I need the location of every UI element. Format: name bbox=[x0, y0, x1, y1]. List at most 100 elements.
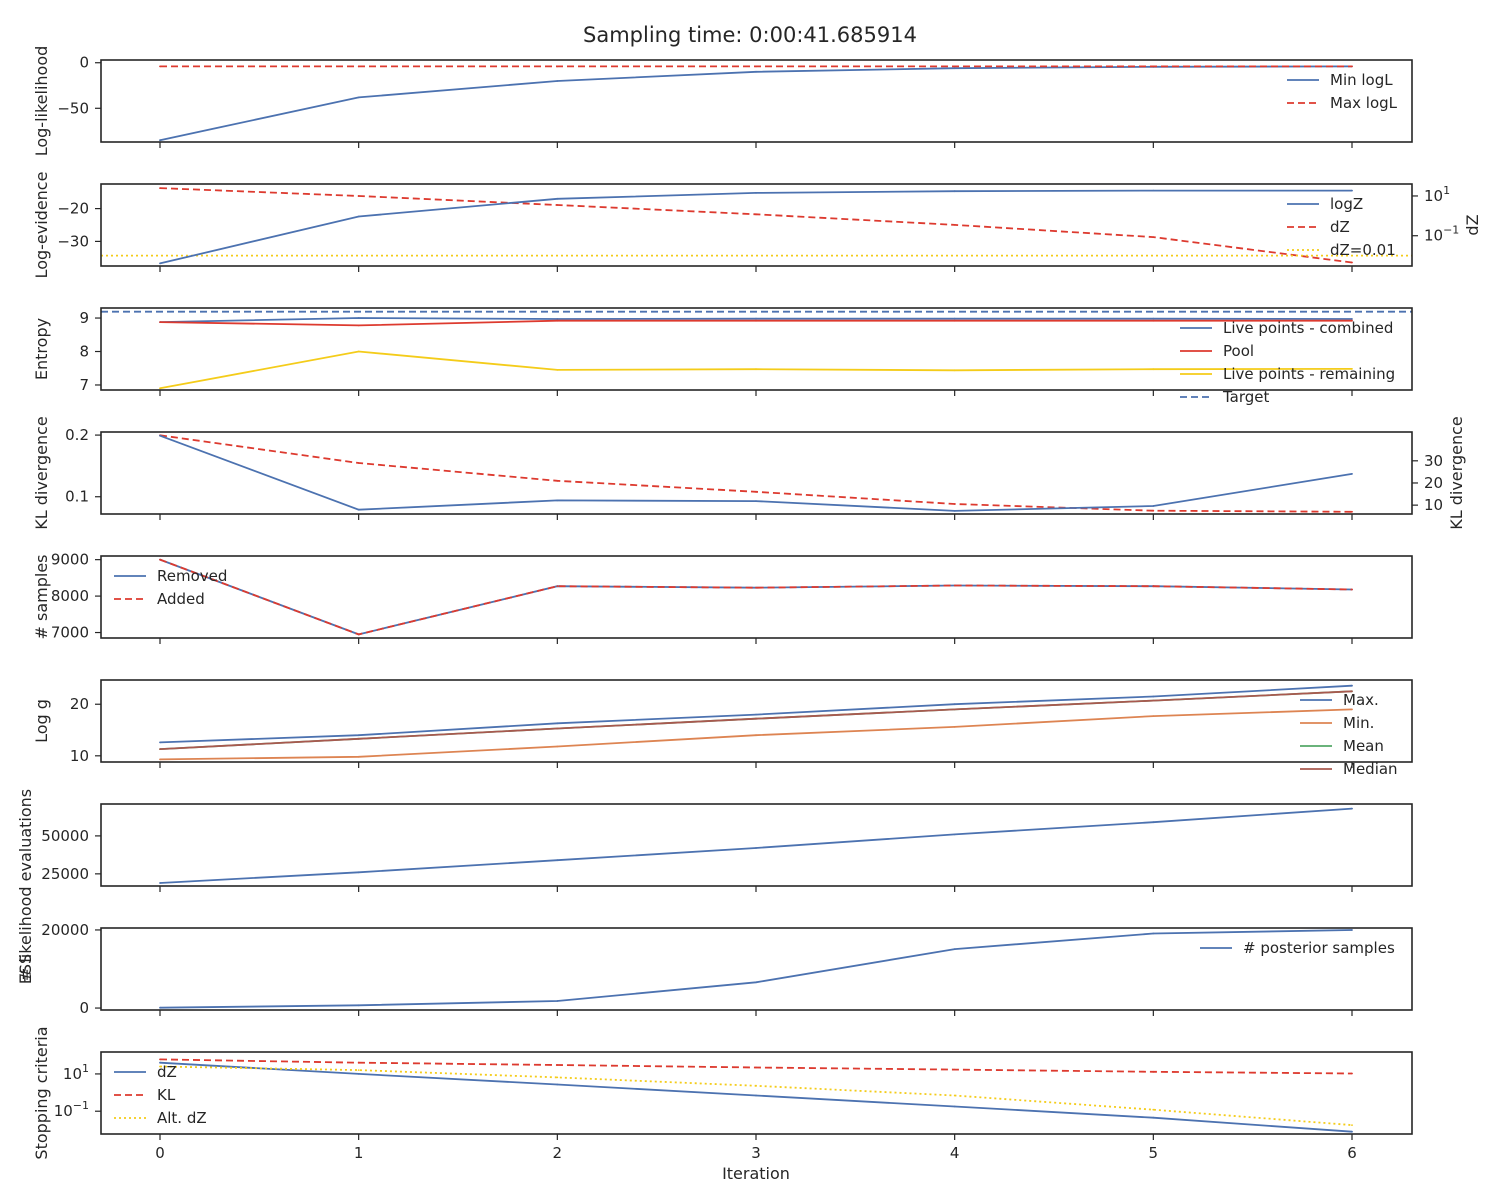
plot-area-7 bbox=[159, 929, 1353, 1009]
data-point-4-1-2 bbox=[556, 585, 559, 588]
plot-area-0 bbox=[159, 65, 1353, 142]
data-point-6-0-0 bbox=[159, 882, 161, 884]
y-axis-label-5: Log g bbox=[32, 699, 51, 743]
data-point-2-0-2 bbox=[556, 318, 559, 320]
data-point-5-0-0 bbox=[159, 741, 161, 744]
data-point-4-1-5 bbox=[1152, 585, 1155, 588]
data-point-3-r0-4 bbox=[953, 503, 956, 505]
y-tick-label-0-0: 0 bbox=[79, 54, 89, 72]
data-point-8-2-1 bbox=[357, 1069, 360, 1071]
panel-7: 20000 0 ESS # posterior samples bbox=[16, 921, 1413, 1017]
data-point-6-0-6 bbox=[1351, 807, 1353, 810]
plot-area-4 bbox=[159, 558, 1353, 636]
data-point-5-3-6 bbox=[1351, 690, 1353, 693]
data-point-3-0-4 bbox=[953, 510, 956, 512]
data-point-5-0-1 bbox=[357, 734, 360, 737]
data-point-7-0-5 bbox=[1152, 932, 1155, 935]
data-point-5-1-6 bbox=[1351, 708, 1353, 711]
data-point-5-3-4 bbox=[953, 708, 956, 711]
y-tick-label-2-1: 8 bbox=[79, 343, 89, 361]
plot-area-1 bbox=[101, 187, 1412, 265]
legend-label-1-1: dZ bbox=[1330, 218, 1350, 236]
data-point-3-0-0 bbox=[159, 434, 161, 437]
data-point-0-0-1 bbox=[357, 96, 360, 99]
data-point-4-1-3 bbox=[755, 586, 757, 589]
y-tick-label-7-1: 0 bbox=[79, 999, 89, 1017]
y2-tick-label-3-1: 20 bbox=[1424, 474, 1443, 492]
data-point-3-0-1 bbox=[357, 508, 360, 511]
data-point-1-0-6 bbox=[1351, 189, 1353, 192]
data-point-0-1-6 bbox=[1351, 65, 1353, 68]
y-tick-label-1-0: −20 bbox=[57, 200, 89, 218]
y2-tick-label-3-0: 30 bbox=[1424, 452, 1443, 470]
y2-tick-label-1-1-exponent: −1 bbox=[1443, 224, 1459, 237]
data-point-1-0-5 bbox=[1152, 189, 1155, 192]
y-axis-label-6: # likelihood evaluations bbox=[16, 789, 35, 981]
panels: 0 −50 Log-likelihood Min logL Max logL −20 −30… bbox=[16, 46, 1482, 1183]
data-point-2-2-0 bbox=[159, 387, 161, 390]
axes-frame-1 bbox=[100, 183, 1413, 267]
y-axis-label-4: # samples bbox=[32, 555, 51, 640]
data-point-6-0-3 bbox=[755, 847, 757, 849]
data-point-5-1-2 bbox=[556, 745, 559, 748]
data-point-4-1-1 bbox=[357, 633, 360, 636]
legend-2: Live points - combined Pool Live points - … bbox=[1180, 319, 1395, 406]
data-point-8-1-6 bbox=[1351, 1072, 1353, 1075]
data-point-8-2-2 bbox=[556, 1076, 559, 1079]
axes-frame-4 bbox=[100, 555, 1413, 639]
legend-7: # posterior samples bbox=[1200, 939, 1395, 957]
panel-0: 0 −50 Log-likelihood Min logL Max logL bbox=[32, 46, 1413, 156]
data-point-0-1-0 bbox=[159, 65, 161, 68]
data-point-2-1-6 bbox=[1351, 319, 1353, 322]
data-point-8-0-3 bbox=[755, 1094, 757, 1097]
data-point-3-0-2 bbox=[556, 499, 559, 502]
y-tick-label-5-1: 10 bbox=[70, 747, 89, 765]
data-point-2-0-1 bbox=[357, 317, 360, 319]
data-point-5-3-0 bbox=[159, 748, 161, 750]
data-point-4-1-4 bbox=[953, 584, 956, 587]
data-point-0-0-2 bbox=[556, 80, 559, 82]
data-point-2-2-5 bbox=[1152, 368, 1155, 371]
data-point-6-0-2 bbox=[556, 859, 559, 862]
data-point-2-2-1 bbox=[357, 350, 360, 353]
series-line-5-3 bbox=[159, 690, 1353, 750]
data-point-8-0-6 bbox=[1351, 1130, 1353, 1133]
data-point-5-3-5 bbox=[1152, 699, 1155, 702]
plot-area-5 bbox=[159, 684, 1353, 761]
legend-0: Min logL Max logL bbox=[1287, 71, 1398, 112]
y-tick-label-8-1: 10−1 bbox=[54, 1099, 89, 1120]
legend-label-8-0: dZ bbox=[157, 1063, 177, 1081]
y-tick-label-0-1: −50 bbox=[57, 99, 89, 117]
legend-label-7-0: # posterior samples bbox=[1243, 939, 1395, 957]
x-tick-label-2: 2 bbox=[553, 1144, 563, 1162]
y-tick-label-6-1: 25000 bbox=[41, 865, 89, 883]
legend-label-0-0: Min logL bbox=[1330, 71, 1393, 89]
data-point-2-1-3 bbox=[755, 319, 757, 322]
legend-label-2-3: Target bbox=[1222, 388, 1270, 406]
data-point-8-1-1 bbox=[357, 1061, 360, 1064]
axes-frame-6 bbox=[100, 803, 1413, 887]
series-line-8-1 bbox=[159, 1058, 1353, 1075]
data-point-1-0-1 bbox=[357, 215, 360, 218]
legend-label-2-2: Live points - remaining bbox=[1223, 365, 1395, 383]
data-point-5-0-2 bbox=[556, 722, 559, 725]
legend-label-4-0: Removed bbox=[157, 567, 227, 585]
series-line-6-0 bbox=[159, 807, 1353, 884]
data-point-3-r0-2 bbox=[556, 479, 559, 482]
data-point-1-0-0 bbox=[159, 262, 161, 265]
data-point-3-r0-3 bbox=[755, 490, 757, 493]
y-tick-label-5-0: 20 bbox=[70, 695, 89, 713]
legend-label-5-1: Min. bbox=[1343, 714, 1374, 732]
data-point-0-1-3 bbox=[755, 65, 757, 68]
y-tick-label-8-1-exponent: −1 bbox=[73, 1099, 89, 1112]
y-axis-label-2: Entropy bbox=[32, 318, 51, 380]
y-tick-label-3-0: 0.2 bbox=[65, 426, 89, 444]
x-tick-label-0: 0 bbox=[155, 1144, 165, 1162]
data-point-8-2-0 bbox=[159, 1065, 161, 1068]
data-point-1-r0-0 bbox=[159, 187, 161, 190]
data-point-3-r0-6 bbox=[1351, 510, 1353, 513]
data-point-3-0-5 bbox=[1152, 505, 1155, 507]
x-tick-label-3: 3 bbox=[751, 1144, 761, 1162]
data-point-8-0-1 bbox=[357, 1073, 360, 1075]
